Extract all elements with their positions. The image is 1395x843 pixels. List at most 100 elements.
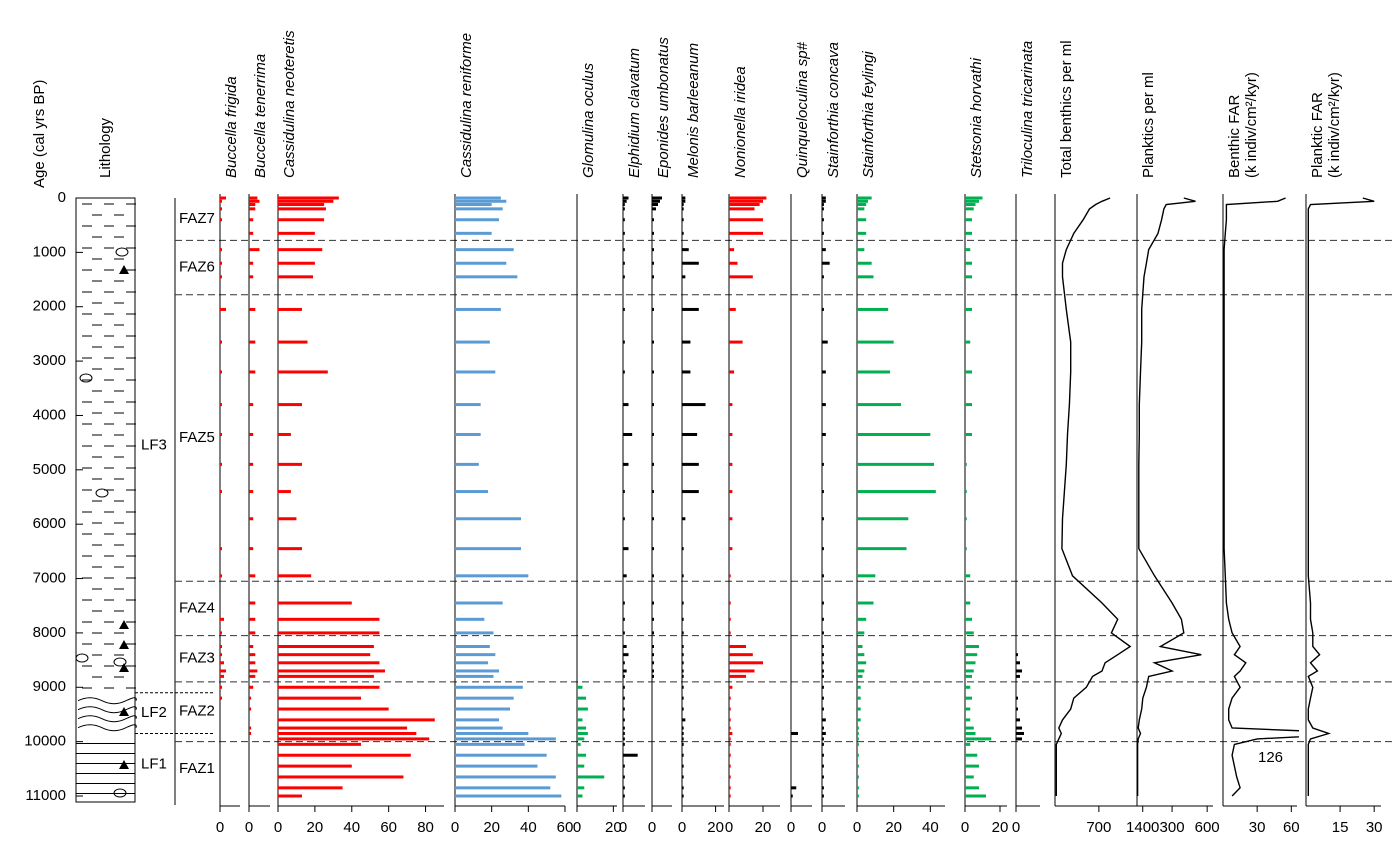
- bar: [965, 248, 971, 252]
- bar: [965, 199, 979, 203]
- bar: [822, 574, 824, 578]
- bar: [1016, 696, 1018, 700]
- bar: [623, 669, 627, 673]
- bar: [278, 307, 302, 311]
- bar: [857, 696, 861, 700]
- lithology-dropstone: [119, 663, 129, 672]
- bar: [822, 674, 824, 678]
- bar: [822, 737, 824, 741]
- bar: [623, 775, 625, 779]
- bar: [822, 764, 824, 768]
- bar: [249, 601, 256, 605]
- bar: [822, 685, 824, 689]
- lithology-frame: [75, 197, 136, 803]
- bar: [278, 737, 430, 741]
- bar: [822, 794, 824, 798]
- bar: [455, 726, 503, 730]
- bar: [857, 196, 872, 200]
- bar: [682, 547, 684, 551]
- bar: [652, 547, 654, 551]
- bar: [857, 661, 867, 665]
- bar: [729, 726, 731, 730]
- line: [1223, 197, 1299, 797]
- bar: [729, 601, 731, 605]
- bar: [1016, 726, 1022, 730]
- bar: [278, 696, 361, 700]
- panel-title: Planktic FAR: [1309, 92, 1326, 178]
- bar: [249, 645, 254, 648]
- bar: [577, 731, 588, 735]
- bar: [455, 403, 481, 407]
- bar: [822, 248, 826, 252]
- bar: [220, 696, 222, 700]
- bar: [729, 617, 731, 621]
- zone-label: FAZ3: [179, 650, 215, 667]
- lithology-wave: [77, 715, 137, 723]
- bar: [857, 631, 865, 635]
- bar: [682, 574, 684, 578]
- bar: [249, 403, 254, 407]
- bar: [577, 737, 585, 741]
- bar: [249, 726, 252, 730]
- bar: [220, 403, 222, 407]
- bar: [965, 370, 972, 374]
- bar: [455, 462, 479, 466]
- bar: [455, 261, 507, 265]
- bar: [220, 631, 222, 635]
- bar: [822, 653, 824, 657]
- bar: [682, 207, 684, 211]
- bar: [965, 231, 972, 235]
- bar: [682, 707, 684, 711]
- bar: [965, 653, 978, 657]
- bar: [455, 248, 514, 252]
- bar: [729, 731, 733, 735]
- bar: [729, 517, 733, 521]
- bar: [857, 726, 859, 730]
- bar: [729, 718, 731, 722]
- bar: [278, 617, 380, 621]
- bar: [822, 261, 830, 265]
- bar: [822, 517, 824, 521]
- bar: [652, 196, 662, 200]
- bar: [857, 547, 907, 551]
- bar: [220, 661, 224, 665]
- bar: [623, 696, 625, 700]
- bar: [1016, 674, 1020, 678]
- x-tick-label: 20: [483, 819, 500, 836]
- bar: [1016, 707, 1018, 711]
- bar: [857, 645, 863, 648]
- bar: [965, 307, 972, 311]
- panel-title: Stetsonia horvathi: [968, 57, 985, 178]
- bar: [857, 653, 865, 657]
- panel-title: Nonionella iridea: [732, 66, 749, 178]
- bar: [249, 661, 256, 665]
- bar: [1016, 718, 1020, 722]
- bar: [729, 669, 755, 673]
- x-tick-label: 40: [520, 819, 537, 836]
- bar: [965, 674, 972, 678]
- bar: [455, 685, 523, 689]
- bar: [220, 248, 222, 252]
- bar: [455, 490, 488, 494]
- bar: [455, 764, 538, 768]
- bar: [623, 199, 627, 203]
- bar: [682, 631, 684, 635]
- bar: [822, 707, 824, 711]
- bar: [455, 574, 529, 578]
- bar: [623, 574, 627, 578]
- x-tick-label: 1400: [1126, 819, 1159, 836]
- bar: [729, 786, 731, 790]
- bar: [857, 203, 867, 207]
- panel-title: Triloculina tricarinata: [1019, 41, 1036, 178]
- bar: [455, 617, 485, 621]
- x-tick-label: 0: [648, 819, 656, 836]
- bar: [623, 307, 625, 311]
- bar: [652, 199, 660, 203]
- x-tick-label: 80: [417, 819, 434, 836]
- panel-unit: (k indiv/cm²/kyr): [1243, 72, 1260, 178]
- bar: [652, 248, 654, 252]
- bar: [455, 669, 499, 673]
- bar: [220, 199, 222, 203]
- bar: [577, 764, 585, 768]
- bar: [682, 653, 684, 657]
